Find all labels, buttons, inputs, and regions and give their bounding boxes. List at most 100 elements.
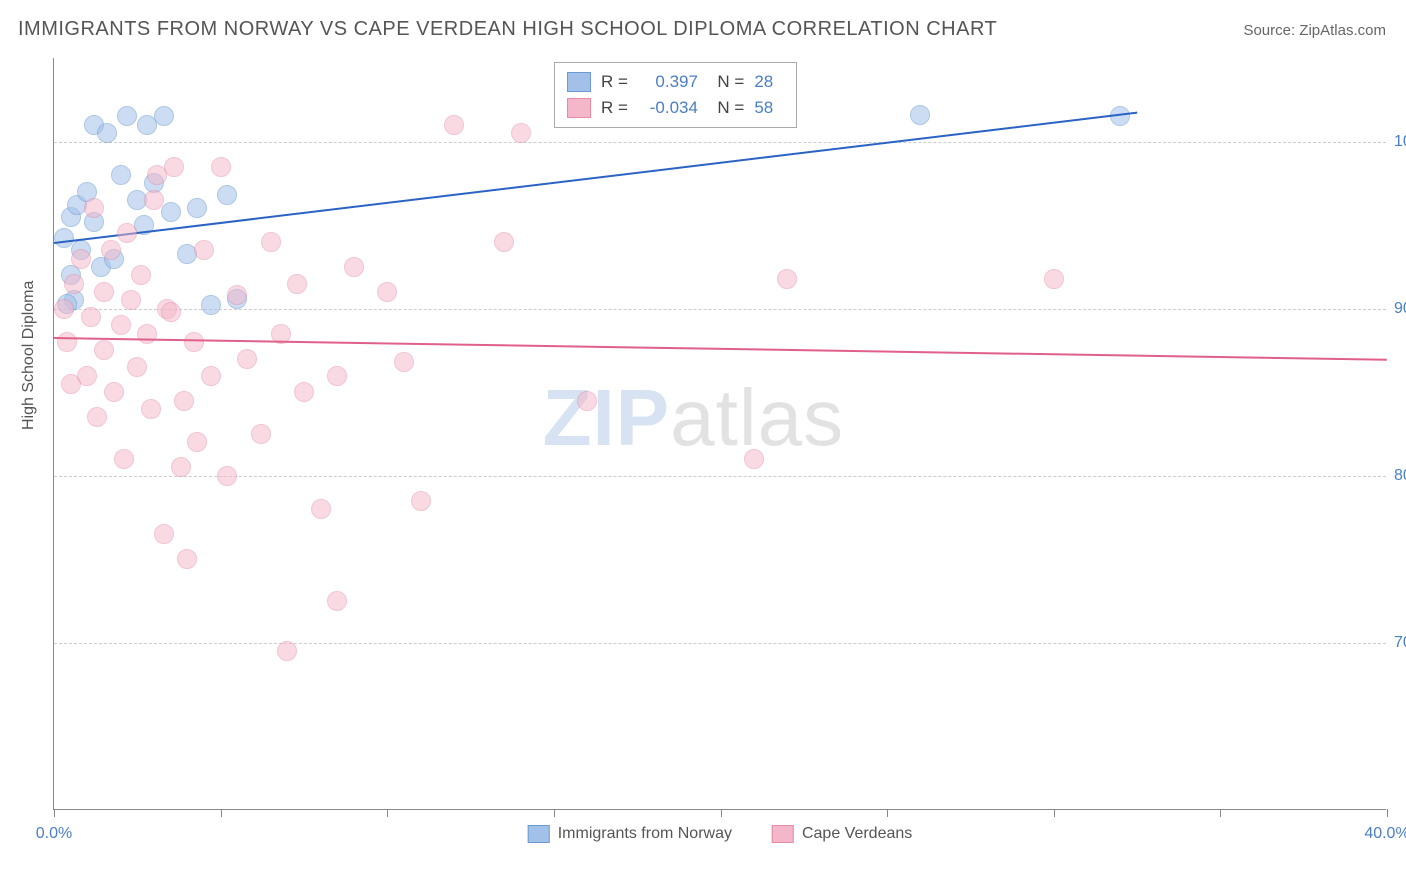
scatter-point [377,282,397,302]
scatter-point [194,240,214,260]
scatter-point [511,123,531,143]
scatter-point [127,357,147,377]
x-tick [1220,809,1221,817]
legend-row: R = -0.034 N = 58 [567,95,784,121]
y-tick-label: 80.0% [1394,467,1406,485]
scatter-point [777,269,797,289]
gridline [54,643,1386,644]
legend-item: Immigrants from Norway [528,825,732,843]
scatter-point [71,249,91,269]
scatter-point [84,198,104,218]
scatter-point [177,549,197,569]
x-tick [887,809,888,817]
watermark: ZIPatlas [543,372,844,464]
scatter-point [744,449,764,469]
scatter-point [217,466,237,486]
scatter-point [277,641,297,661]
scatter-point [184,332,204,352]
x-tick [54,809,55,817]
scatter-point [97,123,117,143]
scatter-point [94,340,114,360]
scatter-point [141,399,161,419]
scatter-point [114,449,134,469]
scatter-point [87,407,107,427]
scatter-point [121,290,141,310]
scatter-point [217,185,237,205]
gridline [54,142,1386,143]
legend-n-label: N = [708,69,744,95]
legend-label: Immigrants from Norway [558,825,732,843]
x-tick [387,809,388,817]
legend-r-value: -0.034 [638,95,698,121]
legend-n-label: N = [708,95,744,121]
legend-row: R =0.397 N =28 [567,69,784,95]
scatter-point [101,240,121,260]
x-tick-label: 0.0% [36,825,72,843]
legend-swatch [567,72,591,92]
legend-swatch [772,825,794,843]
scatter-point [111,315,131,335]
legend-label: Cape Verdeans [802,825,912,843]
scatter-point [227,285,247,305]
scatter-point [294,382,314,402]
scatter-point [57,332,77,352]
scatter-point [104,382,124,402]
legend-r-label: R = [601,69,628,95]
x-tick [721,809,722,817]
scatter-point [94,282,114,302]
series-legend: Immigrants from Norway Cape Verdeans [528,825,913,843]
scatter-point [411,491,431,511]
scatter-point [117,223,137,243]
scatter-point [494,232,514,252]
legend-swatch [528,825,550,843]
scatter-point [444,115,464,135]
legend-swatch [567,98,591,118]
scatter-point [287,274,307,294]
legend-item: Cape Verdeans [772,825,912,843]
y-tick-label: 90.0% [1394,300,1406,318]
scatter-point [327,366,347,386]
scatter-point [171,457,191,477]
scatter-point [251,424,271,444]
scatter-point [187,198,207,218]
scatter-point [161,202,181,222]
scatter-point [327,591,347,611]
scatter-point [394,352,414,372]
scatter-point [174,391,194,411]
chart-container: IMMIGRANTS FROM NORWAY VS CAPE VERDEAN H… [0,0,1406,892]
x-tick [1387,809,1388,817]
scatter-point [144,190,164,210]
scatter-point [81,307,101,327]
watermark-zip: ZIP [543,373,670,462]
scatter-point [344,257,364,277]
scatter-point [161,302,181,322]
scatter-point [54,299,74,319]
y-axis-label: High School Diploma [20,281,38,430]
x-tick-label: 40.0% [1364,825,1406,843]
scatter-point [77,366,97,386]
scatter-point [577,391,597,411]
scatter-point [117,106,137,126]
x-tick [554,809,555,817]
chart-title: IMMIGRANTS FROM NORWAY VS CAPE VERDEAN H… [18,18,997,41]
scatter-point [211,157,231,177]
legend-r-label: R = [601,95,628,121]
scatter-point [137,324,157,344]
x-tick [1054,809,1055,817]
source-label: Source: ZipAtlas.com [1243,22,1386,39]
scatter-point [187,432,207,452]
scatter-point [201,366,221,386]
scatter-point [311,499,331,519]
scatter-point [111,165,131,185]
legend-r-value: 0.397 [638,69,698,95]
scatter-point [131,265,151,285]
legend-n-value: 58 [754,95,784,121]
x-tick [221,809,222,817]
scatter-point [154,106,174,126]
trend-line [54,111,1137,243]
y-tick-label: 70.0% [1394,634,1406,652]
gridline [54,309,1386,310]
scatter-point [164,157,184,177]
scatter-point [1044,269,1064,289]
gridline [54,476,1386,477]
